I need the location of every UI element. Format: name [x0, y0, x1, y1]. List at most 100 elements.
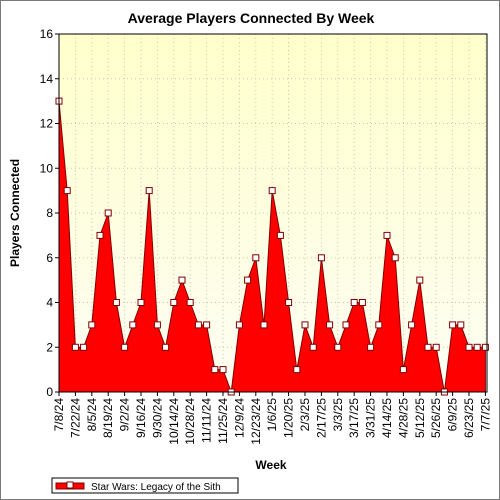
data-point	[170, 299, 178, 306]
data-point	[342, 321, 350, 329]
data-point	[391, 254, 399, 262]
data-point	[219, 366, 227, 374]
x-tick-label: 3/31/25	[364, 398, 378, 438]
data-point	[424, 343, 432, 351]
x-tick-label: 1/6/25	[265, 398, 279, 432]
data-point	[399, 366, 407, 374]
data-point	[80, 343, 88, 351]
data-point	[375, 321, 383, 329]
x-tick-label: 6/23/25	[462, 398, 476, 438]
x-tick-label: 3/17/25	[347, 398, 361, 438]
y-tick-label: 10	[40, 161, 54, 175]
x-tick-label: 11/11/24	[200, 398, 214, 443]
data-point	[260, 321, 268, 329]
data-point	[244, 276, 252, 284]
data-point	[96, 231, 104, 239]
y-tick-label: 16	[40, 27, 54, 41]
x-tick-label: 12/9/24	[232, 398, 246, 438]
x-tick-label: 5/12/25	[413, 398, 427, 438]
data-point	[153, 321, 161, 329]
x-tick-label: 9/30/24	[150, 398, 164, 438]
data-point	[350, 299, 358, 306]
data-point	[104, 209, 112, 217]
x-tick-label: 3/3/25	[331, 398, 345, 432]
x-tick-label: 4/28/25	[396, 398, 410, 438]
data-point	[145, 187, 153, 195]
data-point	[203, 321, 211, 329]
x-tick-label: 12/23/24	[249, 398, 263, 445]
legend: Star Wars: Legacy of the Sith	[51, 477, 239, 494]
data-point	[383, 231, 391, 239]
x-tick-label: 4/14/25	[380, 398, 394, 438]
data-point	[334, 343, 342, 351]
legend-label: Star Wars: Legacy of the Sith	[91, 482, 221, 493]
y-axis-title: Players Connected	[8, 159, 22, 267]
data-point	[63, 187, 71, 195]
data-point	[186, 299, 194, 306]
data-point	[457, 321, 465, 329]
data-point	[358, 299, 366, 306]
x-tick-label: 10/28/24	[183, 398, 197, 445]
x-tick-label: 7/7/25	[478, 398, 492, 432]
y-tick-label: 14	[40, 72, 54, 86]
y-tick-label: 0	[46, 385, 53, 399]
data-point	[416, 276, 424, 284]
x-tick-label: 8/19/24	[101, 398, 115, 438]
y-tick-label: 2	[46, 340, 53, 354]
data-point	[408, 321, 416, 329]
y-tick-label: 12	[40, 117, 54, 131]
data-point	[432, 343, 440, 351]
x-axis: 7/8/24 7/22/24 8/5/24 8/19/24 9/2/24 9/16/24 9…	[52, 392, 492, 445]
data-points	[55, 33, 489, 396]
data-point	[473, 343, 481, 351]
data-point	[285, 299, 293, 306]
data-point	[276, 231, 284, 239]
x-tick-label: 2/3/25	[298, 398, 312, 432]
data-point	[301, 321, 309, 329]
data-point	[309, 343, 317, 351]
data-point	[129, 321, 137, 329]
data-point	[367, 343, 375, 351]
chart-title: Average Players Connected By Week	[128, 10, 375, 26]
data-point	[465, 343, 473, 351]
x-tick-label: 11/25/24	[216, 398, 230, 444]
data-point	[252, 254, 260, 262]
y-tick-label: 8	[46, 206, 53, 220]
x-axis-title: Week	[255, 458, 286, 472]
data-point	[162, 343, 170, 351]
x-tick-label: 1/20/25	[282, 398, 296, 438]
y-axis: 0 2 4 6 8 10 12 14 16	[40, 27, 59, 399]
y-tick-label: 4	[46, 296, 53, 310]
data-point	[268, 187, 276, 195]
data-point	[137, 299, 145, 306]
x-tick-label: 7/22/24	[68, 398, 82, 438]
data-point	[293, 366, 301, 374]
legend-box	[51, 477, 239, 494]
data-point	[235, 321, 243, 329]
data-point	[481, 343, 489, 351]
data-point	[326, 321, 334, 329]
x-tick-label: 7/8/24	[52, 398, 66, 432]
data-point	[88, 321, 96, 329]
area-fill	[58, 101, 486, 393]
data-point	[121, 343, 129, 351]
data-point	[71, 343, 79, 351]
x-tick-label: 2/17/25	[314, 398, 328, 438]
x-tick-label: 10/14/24	[167, 398, 181, 445]
data-point	[317, 254, 325, 262]
legend-marker	[66, 481, 74, 489]
data-point	[449, 321, 457, 329]
data-point	[194, 321, 202, 329]
x-tick-label: 8/5/24	[85, 398, 99, 432]
x-tick-label: 9/2/24	[118, 398, 132, 432]
data-point	[112, 299, 120, 306]
series-area	[58, 101, 486, 393]
x-tick-label: 6/9/25	[446, 398, 460, 432]
y-tick-label: 6	[46, 251, 53, 265]
data-point	[178, 276, 186, 284]
x-tick-label: 5/26/25	[429, 398, 443, 438]
data-point	[211, 366, 219, 374]
x-tick-label: 9/16/24	[134, 398, 148, 438]
